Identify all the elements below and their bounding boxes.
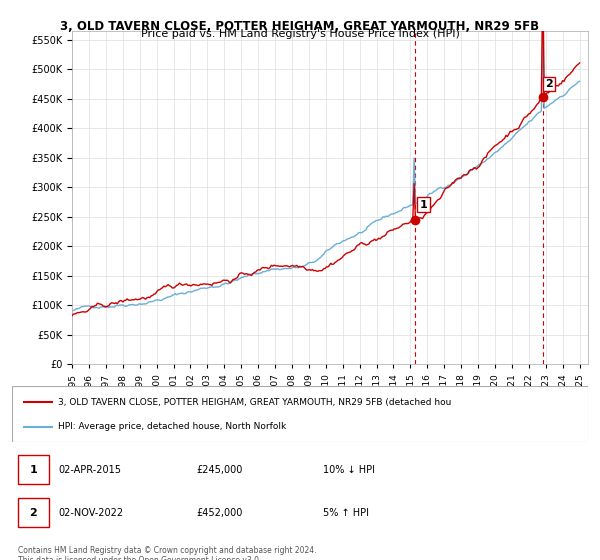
FancyBboxPatch shape	[18, 455, 49, 484]
Text: £245,000: £245,000	[196, 464, 242, 474]
Text: £452,000: £452,000	[196, 507, 242, 517]
Text: 1: 1	[419, 200, 427, 210]
FancyBboxPatch shape	[12, 386, 588, 442]
Text: HPI: Average price, detached house, North Norfolk: HPI: Average price, detached house, Nort…	[58, 422, 286, 431]
Text: Price paid vs. HM Land Registry's House Price Index (HPI): Price paid vs. HM Land Registry's House …	[140, 29, 460, 39]
Text: 02-APR-2015: 02-APR-2015	[58, 464, 121, 474]
FancyBboxPatch shape	[18, 498, 49, 527]
Text: 2: 2	[545, 79, 553, 89]
Text: 10% ↓ HPI: 10% ↓ HPI	[323, 464, 375, 474]
Text: 1: 1	[29, 464, 37, 474]
Text: 02-NOV-2022: 02-NOV-2022	[58, 507, 123, 517]
Text: 5% ↑ HPI: 5% ↑ HPI	[323, 507, 369, 517]
Text: Contains HM Land Registry data © Crown copyright and database right 2024.
This d: Contains HM Land Registry data © Crown c…	[18, 546, 317, 560]
Text: 3, OLD TAVERN CLOSE, POTTER HEIGHAM, GREAT YARMOUTH, NR29 5FB: 3, OLD TAVERN CLOSE, POTTER HEIGHAM, GRE…	[61, 20, 539, 32]
Text: 3, OLD TAVERN CLOSE, POTTER HEIGHAM, GREAT YARMOUTH, NR29 5FB (detached hou: 3, OLD TAVERN CLOSE, POTTER HEIGHAM, GRE…	[58, 398, 451, 407]
Text: 2: 2	[29, 507, 37, 517]
